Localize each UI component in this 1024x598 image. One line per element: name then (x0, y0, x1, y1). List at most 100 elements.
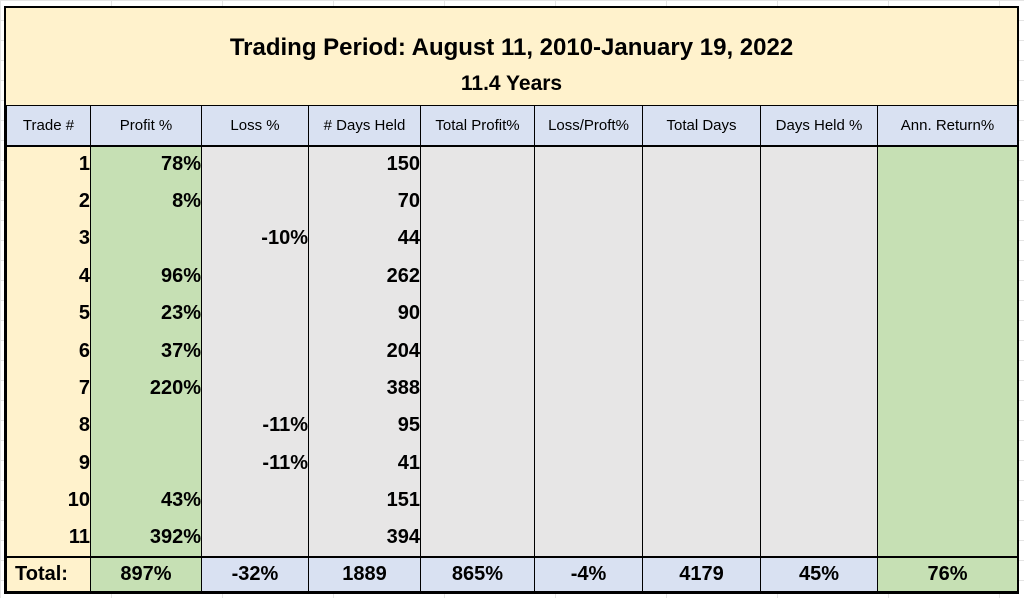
trade-number-cell[interactable]: 4 (6, 257, 91, 296)
loss-profit-cell[interactable] (534, 407, 643, 445)
total-profit-cell[interactable] (420, 220, 535, 258)
ann-return-cell[interactable] (877, 444, 1018, 483)
loss-profit-cell[interactable] (534, 369, 643, 408)
days-held-cell[interactable]: 44 (308, 220, 421, 258)
total-profit-cell[interactable] (420, 332, 535, 370)
days-held-pct-cell[interactable] (760, 407, 878, 445)
header-total-profit[interactable]: Total Profit% (420, 105, 535, 147)
profit-cell[interactable]: 96% (90, 257, 202, 296)
loss-profit-value[interactable]: -4% (534, 555, 643, 593)
total-profit-value[interactable]: 865% (420, 555, 535, 593)
profit-cell[interactable]: 37% (90, 332, 202, 370)
days-held-pct-cell[interactable] (760, 482, 878, 520)
loss-profit-cell[interactable] (534, 182, 643, 221)
profit-cell[interactable]: 23% (90, 295, 202, 333)
loss-cell[interactable] (201, 257, 309, 296)
totals-label[interactable]: Total: (6, 555, 91, 593)
header-days-held[interactable]: # Days Held (308, 105, 421, 147)
total-profit-cell[interactable] (420, 519, 535, 557)
total-profit-cell[interactable] (420, 407, 535, 445)
loss-cell[interactable] (201, 182, 309, 221)
total-days-cell[interactable] (642, 295, 761, 333)
header-profit-pct[interactable]: Profit % (90, 105, 202, 147)
trade-number-cell[interactable]: 10 (6, 482, 91, 520)
days-held-pct-cell[interactable] (760, 444, 878, 483)
days-held-pct-cell[interactable] (760, 332, 878, 370)
ann-return-cell[interactable] (877, 145, 1018, 183)
days-held-cell[interactable]: 95 (308, 407, 421, 445)
days-held-pct-value[interactable]: 45% (760, 555, 878, 593)
loss-cell[interactable] (201, 145, 309, 183)
profit-cell[interactable]: 220% (90, 369, 202, 408)
days-held-cell[interactable]: 204 (308, 332, 421, 370)
days-held-pct-cell[interactable] (760, 369, 878, 408)
trade-number-cell[interactable]: 2 (6, 182, 91, 221)
trade-number-cell[interactable]: 8 (6, 407, 91, 445)
total-days-cell[interactable] (642, 182, 761, 221)
profit-cell[interactable]: 43% (90, 482, 202, 520)
profit-cell[interactable]: 8% (90, 182, 202, 221)
ann-return-cell[interactable] (877, 482, 1018, 520)
days-held-pct-cell[interactable] (760, 220, 878, 258)
loss-profit-cell[interactable] (534, 519, 643, 557)
loss-profit-cell[interactable] (534, 295, 643, 333)
ann-return-cell[interactable] (877, 332, 1018, 370)
profit-cell[interactable]: 78% (90, 145, 202, 183)
ann-return-cell[interactable] (877, 182, 1018, 221)
loss-profit-cell[interactable] (534, 220, 643, 258)
trade-number-cell[interactable]: 5 (6, 295, 91, 333)
header-loss-profit[interactable]: Loss/Proft% (534, 105, 643, 147)
days-held-pct-cell[interactable] (760, 182, 878, 221)
ann-return-cell[interactable] (877, 407, 1018, 445)
loss-cell[interactable] (201, 295, 309, 333)
total-days-cell[interactable] (642, 332, 761, 370)
total-days-cell[interactable] (642, 369, 761, 408)
days-held-pct-cell[interactable] (760, 295, 878, 333)
trade-number-cell[interactable]: 11 (6, 519, 91, 557)
loss-cell[interactable] (201, 482, 309, 520)
trade-number-cell[interactable]: 7 (6, 369, 91, 408)
total-profit-cell[interactable] (420, 444, 535, 483)
total-days-cell[interactable] (642, 444, 761, 483)
total-days-held-value[interactable]: 1889 (308, 555, 421, 593)
trade-number-cell[interactable]: 1 (6, 145, 91, 183)
loss-cell[interactable]: -11% (201, 444, 309, 483)
ann-return-cell[interactable] (877, 519, 1018, 557)
days-held-cell[interactable]: 41 (308, 444, 421, 483)
days-held-pct-cell[interactable] (760, 145, 878, 183)
total-profit-cell[interactable] (420, 482, 535, 520)
total-days-cell[interactable] (642, 145, 761, 183)
profit-cell[interactable] (90, 407, 202, 445)
ann-return-cell[interactable] (877, 369, 1018, 408)
trade-number-cell[interactable]: 9 (6, 444, 91, 483)
days-held-cell[interactable]: 394 (308, 519, 421, 557)
loss-cell[interactable] (201, 369, 309, 408)
days-held-cell[interactable]: 70 (308, 182, 421, 221)
loss-profit-cell[interactable] (534, 482, 643, 520)
ann-return-cell[interactable] (877, 257, 1018, 296)
total-days-value[interactable]: 4179 (642, 555, 761, 593)
header-trade-number[interactable]: Trade # (6, 105, 91, 147)
header-days-held-pct[interactable]: Days Held % (760, 105, 878, 147)
ann-return-value[interactable]: 76% (877, 555, 1018, 593)
ann-return-cell[interactable] (877, 295, 1018, 333)
total-days-cell[interactable] (642, 257, 761, 296)
trade-number-cell[interactable]: 3 (6, 220, 91, 258)
days-held-cell[interactable]: 262 (308, 257, 421, 296)
header-total-days[interactable]: Total Days (642, 105, 761, 147)
loss-profit-cell[interactable] (534, 257, 643, 296)
days-held-cell[interactable]: 151 (308, 482, 421, 520)
days-held-cell[interactable]: 150 (308, 145, 421, 183)
loss-cell[interactable]: -10% (201, 220, 309, 258)
loss-cell[interactable] (201, 332, 309, 370)
loss-profit-cell[interactable] (534, 145, 643, 183)
total-days-cell[interactable] (642, 407, 761, 445)
total-loss-pct-value[interactable]: -32% (201, 555, 309, 593)
header-loss-pct[interactable]: Loss % (201, 105, 309, 147)
total-profit-cell[interactable] (420, 145, 535, 183)
profit-cell[interactable]: 392% (90, 519, 202, 557)
total-profit-cell[interactable] (420, 295, 535, 333)
days-held-pct-cell[interactable] (760, 257, 878, 296)
loss-profit-cell[interactable] (534, 444, 643, 483)
loss-profit-cell[interactable] (534, 332, 643, 370)
